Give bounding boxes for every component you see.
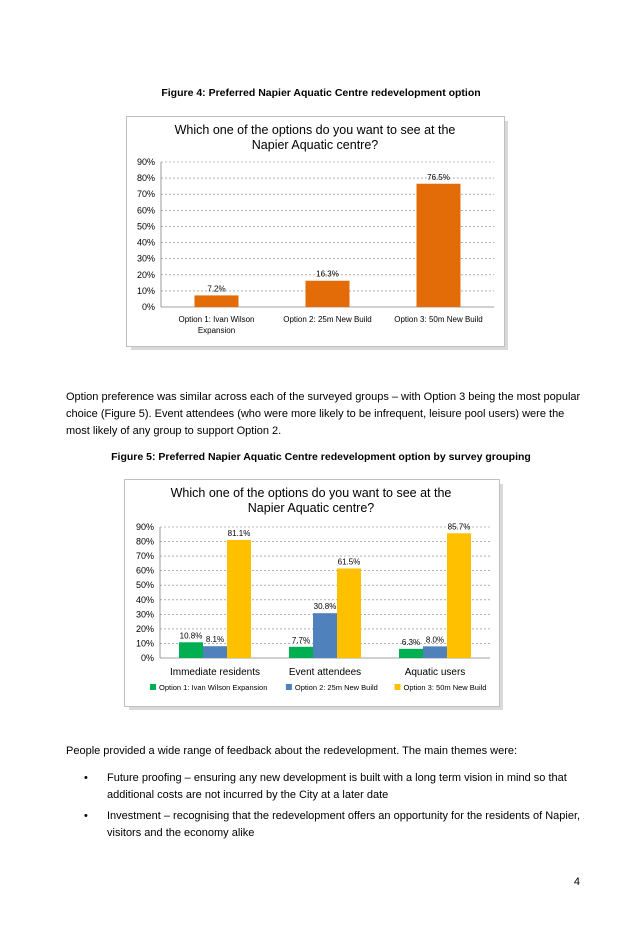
y-tick-label: 90%: [137, 157, 155, 167]
y-tick-label: 20%: [137, 270, 155, 280]
data-label: 6.3%: [402, 638, 420, 647]
y-tick-label: 70%: [136, 551, 154, 561]
bar: [399, 648, 423, 658]
data-label: 85.7%: [448, 522, 471, 531]
y-tick-label: 50%: [136, 580, 154, 590]
legend-swatch: [394, 684, 401, 690]
data-label: 10.8%: [180, 631, 203, 640]
y-tick-label: 60%: [137, 205, 155, 215]
y-tick-label: 40%: [137, 238, 155, 248]
y-tick-label: 70%: [137, 189, 155, 199]
page-number: 4: [573, 876, 580, 888]
x-tick-label: Option 1: Ivan Wilson: [178, 315, 254, 324]
bullet-icon: •: [84, 772, 88, 784]
y-tick-label: 20%: [136, 624, 154, 634]
x-tick-label: Event attendees: [289, 667, 361, 678]
legend-label: Option 1: Ivan Wilson Expansion: [159, 683, 267, 692]
bullet-icon: •: [84, 810, 88, 822]
bar: [227, 539, 251, 658]
paragraph-option-preference: Option preference was similar across eac…: [66, 391, 581, 437]
bar: [447, 533, 471, 658]
y-tick-label: 40%: [136, 595, 154, 605]
y-tick-label: 30%: [137, 254, 155, 264]
y-tick-label: 10%: [136, 638, 154, 648]
legend-label: Option 3: 50m New Build: [404, 683, 487, 692]
y-tick-label: 80%: [137, 173, 155, 183]
figure-4-caption: Figure 4: Preferred Napier Aquatic Centr…: [161, 87, 481, 99]
data-label: 16.3%: [316, 270, 339, 279]
data-label: 81.1%: [228, 529, 251, 538]
y-tick-label: 0%: [142, 302, 155, 312]
y-tick-label: 30%: [136, 609, 154, 619]
y-tick-label: 10%: [137, 286, 155, 296]
chart-title: Napier Aquatic centre?: [252, 138, 379, 152]
bar: [179, 642, 203, 658]
chart-title: Napier Aquatic centre?: [248, 501, 375, 515]
list-item: • Investment – recognising that the rede…: [66, 808, 586, 842]
y-tick-label: 50%: [137, 221, 155, 231]
data-label: 30.8%: [314, 602, 337, 611]
data-label: 8.0%: [426, 635, 444, 644]
x-tick-label: Option 2: 25m New Build: [283, 315, 372, 324]
y-tick-label: 0%: [141, 653, 154, 663]
figure-5-caption: Figure 5: Preferred Napier Aquatic Centr…: [111, 451, 531, 463]
list-item: • Future proofing – ensuring any new dev…: [66, 770, 586, 804]
bar: [203, 646, 227, 658]
data-label: 76.5%: [427, 173, 450, 182]
bar: [337, 568, 361, 658]
x-tick-label: Expansion: [198, 326, 235, 335]
themes-list: • Future proofing – ensuring any new dev…: [66, 770, 586, 846]
paragraph-feedback: People provided a wide range of feedback…: [66, 745, 518, 757]
data-label: 7.7%: [292, 636, 310, 645]
bar: [423, 646, 447, 658]
y-tick-label: 90%: [136, 522, 154, 532]
y-tick-label: 60%: [136, 566, 154, 576]
data-label: 8.1%: [206, 635, 224, 644]
bullet-text: Future proofing – ensuring any new devel…: [107, 772, 567, 801]
x-tick-label: Aquatic users: [405, 667, 466, 678]
bar: [416, 183, 461, 307]
legend-label: Option 2: 25m New Build: [295, 683, 378, 692]
x-tick-label: Immediate residents: [170, 667, 260, 678]
data-label: 7.2%: [207, 284, 225, 293]
bar: [313, 613, 337, 658]
y-tick-label: 80%: [136, 537, 154, 547]
data-label: 61.5%: [338, 557, 361, 566]
chart-title: Which one of the options do you want to …: [175, 123, 456, 137]
bar: [289, 646, 313, 658]
legend-swatch: [150, 684, 156, 690]
bar: [305, 280, 350, 307]
chart-2-frame: [124, 479, 500, 707]
legend-swatch: [285, 684, 292, 690]
chart-title: Which one of the options do you want to …: [171, 486, 452, 500]
x-tick-label: Option 3: 50m New Build: [394, 315, 483, 324]
bullet-text: Investment – recognising that the redeve…: [107, 810, 581, 839]
bar: [194, 295, 239, 307]
